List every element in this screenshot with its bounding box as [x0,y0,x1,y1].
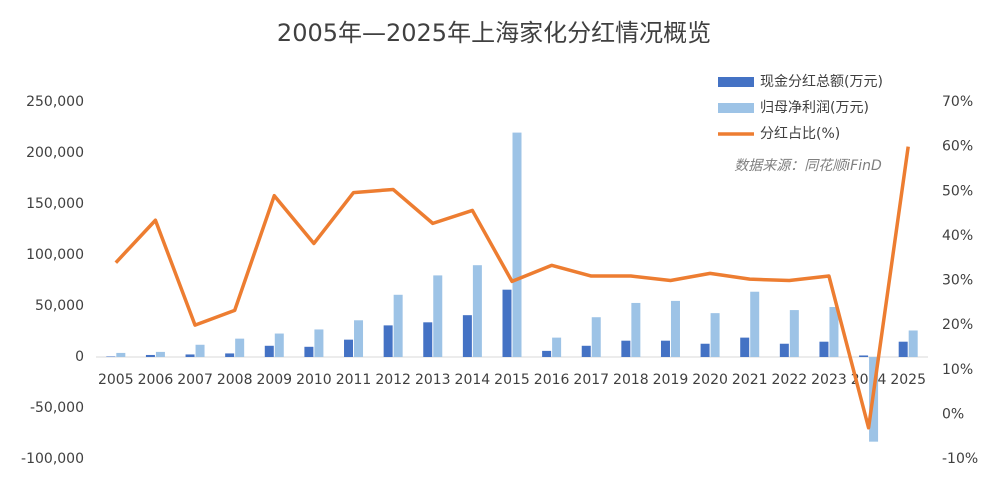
x-tick-label: 2014 [455,372,491,388]
bar [700,343,710,357]
bar [116,352,126,357]
bar [789,310,799,357]
x-tick-label: 2023 [811,372,847,388]
y-tick-label: -50,000 [30,400,84,416]
bar [235,338,245,357]
bar [225,353,235,357]
bar [908,330,918,357]
legend-swatch [718,77,754,87]
x-tick-label: 2013 [415,372,451,388]
bar [750,291,760,357]
x-tick-label: 2005 [98,372,134,388]
legend-swatch [718,103,754,113]
x-tick-label: 2015 [494,372,530,388]
bar [264,345,274,357]
y2-tick-label: 10% [942,362,973,378]
bar [106,356,116,357]
y-tick-label: 200,000 [26,145,84,161]
y2-tick-label: 70% [942,94,973,110]
bar [898,341,908,357]
bar [740,337,750,357]
x-tick-label: 2022 [772,372,808,388]
bar [354,320,364,357]
legend-label: 归母净利润(万元) [760,99,869,116]
annotation: 数据来源：同花顺iFinD [734,158,882,174]
bar [304,346,314,357]
bar [542,350,552,357]
x-tick-label: 2009 [256,372,292,388]
bar [423,322,433,357]
y2-tick-label: 0% [942,406,964,422]
bar [462,315,472,357]
bar [591,317,601,357]
bar [779,343,789,357]
x-tick-label: 2011 [336,372,372,388]
y-tick-label: 150,000 [26,196,84,212]
x-tick-label: 2012 [375,372,411,388]
bar [314,329,324,357]
x-tick-label: 2018 [613,372,649,388]
y2-tick-label: 30% [942,273,973,289]
bar [512,132,522,357]
bar [829,307,839,357]
bar [581,345,591,357]
legend-label: 分红占比(%) [760,126,840,142]
bar [472,265,482,357]
bar [552,337,562,357]
x-tick-label: 2021 [732,372,768,388]
x-tick-label: 2017 [573,372,609,388]
x-tick-label: 2020 [692,372,728,388]
bar [621,340,631,357]
y-tick-label: 50,000 [35,298,84,314]
bar [145,354,155,357]
x-tick-label: 2010 [296,372,332,388]
bar [502,289,512,357]
bar [274,333,284,357]
x-tick-label: 2025 [890,372,926,388]
bar [344,339,354,357]
y2-tick-label: 60% [942,139,973,155]
y-tick-label: 100,000 [26,247,84,263]
bar [393,294,403,357]
bar [859,355,869,357]
y-tick-label: 250,000 [26,94,84,110]
y-tick-label: -100,000 [21,451,84,467]
bar [670,300,680,357]
x-tick-label: 2006 [138,372,174,388]
legend-label: 现金分红总额(万元) [760,74,883,90]
x-tick-label: 2008 [217,372,253,388]
y-tick-label: 0 [75,349,84,365]
bar [383,325,393,357]
bar [631,302,641,357]
y2-tick-label: 50% [942,183,973,199]
bar [660,340,670,357]
bar [710,313,720,357]
x-tick-label: 2016 [534,372,570,388]
y2-tick-label: 20% [942,317,973,333]
bar [433,275,443,357]
bar [185,354,195,357]
bar [155,351,165,357]
x-tick-label: 2019 [653,372,689,388]
line [114,146,910,430]
bar [195,344,205,357]
y2-tick-label: 40% [942,228,973,244]
y2-tick-label: -10% [942,451,978,467]
bar [819,341,829,357]
chart-title: 2005年—2025年上海家化分红情况概览 [277,19,711,47]
x-tick-label: 2007 [177,372,213,388]
